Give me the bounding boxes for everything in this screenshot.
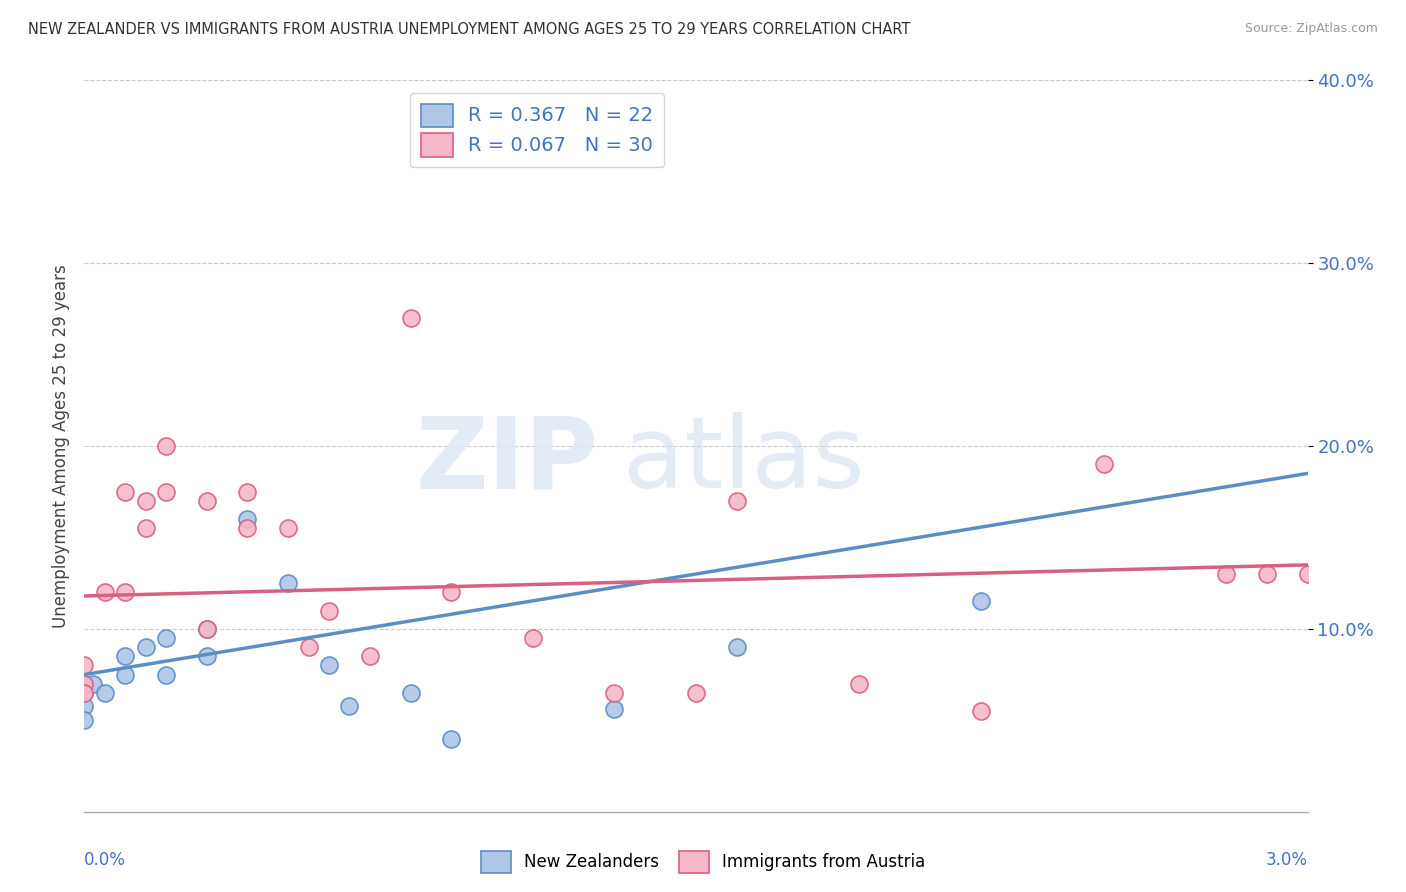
Point bbox=[114, 667, 136, 681]
Text: 3.0%: 3.0% bbox=[1265, 851, 1308, 869]
Point bbox=[318, 658, 340, 673]
Point bbox=[155, 484, 177, 499]
Point bbox=[155, 667, 177, 681]
Text: NEW ZEALANDER VS IMMIGRANTS FROM AUSTRIA UNEMPLOYMENT AMONG AGES 25 TO 29 YEARS : NEW ZEALANDER VS IMMIGRANTS FROM AUSTRIA… bbox=[28, 22, 911, 37]
Y-axis label: Unemployment Among Ages 25 to 29 years: Unemployment Among Ages 25 to 29 years bbox=[52, 264, 70, 628]
Legend: New Zealanders, Immigrants from Austria: New Zealanders, Immigrants from Austria bbox=[474, 845, 932, 880]
Point bbox=[236, 484, 259, 499]
Point bbox=[440, 585, 463, 599]
Point bbox=[195, 494, 218, 508]
Point bbox=[114, 585, 136, 599]
Point bbox=[603, 702, 626, 716]
Point bbox=[155, 631, 177, 645]
Point bbox=[970, 594, 993, 608]
Point bbox=[1256, 567, 1278, 582]
Text: atlas: atlas bbox=[623, 412, 865, 509]
Legend: R = 0.367   N = 22, R = 0.067   N = 30: R = 0.367 N = 22, R = 0.067 N = 30 bbox=[411, 93, 664, 168]
Point bbox=[725, 640, 748, 655]
Point bbox=[318, 603, 340, 617]
Point bbox=[1296, 567, 1319, 582]
Point bbox=[236, 521, 259, 535]
Point bbox=[73, 686, 96, 700]
Point bbox=[399, 686, 422, 700]
Point bbox=[195, 649, 218, 664]
Point bbox=[236, 512, 259, 526]
Point bbox=[1092, 457, 1115, 471]
Point bbox=[195, 622, 218, 636]
Point bbox=[93, 686, 117, 700]
Point bbox=[73, 686, 96, 700]
Point bbox=[135, 521, 157, 535]
Point bbox=[277, 576, 299, 591]
Point bbox=[298, 640, 321, 655]
Point bbox=[82, 676, 104, 690]
Point bbox=[93, 585, 117, 599]
Point bbox=[848, 676, 870, 690]
Point bbox=[114, 484, 136, 499]
Point bbox=[685, 686, 707, 700]
Point bbox=[73, 676, 96, 690]
Point bbox=[1215, 567, 1237, 582]
Text: ZIP: ZIP bbox=[415, 412, 598, 509]
Point bbox=[155, 439, 177, 453]
Point bbox=[970, 704, 993, 718]
Text: Source: ZipAtlas.com: Source: ZipAtlas.com bbox=[1244, 22, 1378, 36]
Point bbox=[73, 676, 96, 690]
Point bbox=[73, 698, 96, 713]
Point bbox=[725, 494, 748, 508]
Point bbox=[73, 714, 96, 728]
Point bbox=[195, 622, 218, 636]
Point bbox=[440, 731, 463, 746]
Point bbox=[135, 640, 157, 655]
Point bbox=[603, 686, 626, 700]
Point bbox=[522, 631, 544, 645]
Text: 0.0%: 0.0% bbox=[84, 851, 127, 869]
Point bbox=[135, 494, 157, 508]
Point bbox=[339, 698, 361, 713]
Point bbox=[73, 658, 96, 673]
Point bbox=[277, 521, 299, 535]
Point bbox=[399, 310, 422, 325]
Point bbox=[359, 649, 381, 664]
Point bbox=[114, 649, 136, 664]
